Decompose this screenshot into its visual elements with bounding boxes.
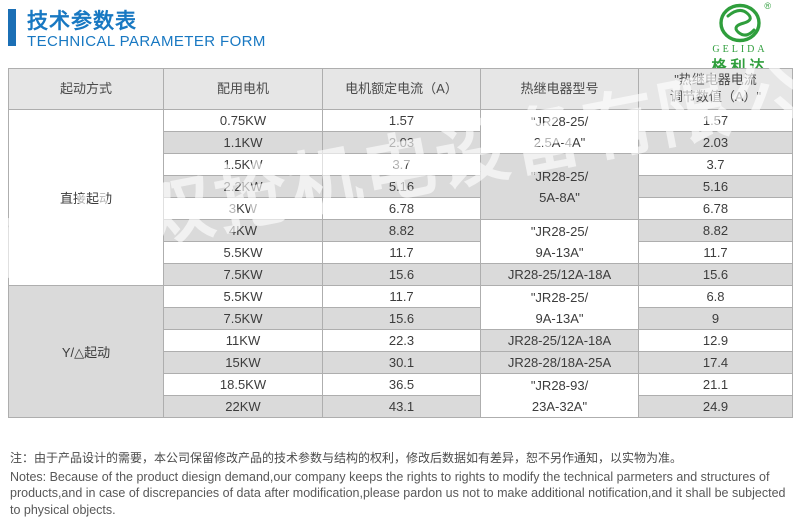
current-cell: 15.6 (322, 307, 481, 330)
table-row: 直接起动 0.75KW 1.57 "JR28-25/ 2.5A-4A" 1.57 (8, 109, 793, 286)
table-row: 22KW 43.1 24.9 (9, 395, 793, 418)
current-cell: 15.6 (322, 263, 481, 286)
table-row: 1.1KW 2.03 2.03 (9, 131, 793, 154)
adjust-value-cell: 12.9 (638, 329, 793, 352)
note-cn: 注：由于产品设计的需要，本公司保留修改产品的技术参数与结构的权利，修改后数据如有… (10, 451, 683, 465)
table-header-row: 起动方式 配用电机 电机额定电流（A） 热继电器型号 "热继电器电流 调节数值（… (8, 68, 793, 110)
motor-cell: 15KW (163, 351, 323, 374)
current-cell: 11.7 (322, 285, 481, 308)
motor-cell: 7.5KW (163, 263, 323, 286)
current-cell: 22.3 (322, 329, 481, 352)
current-cell: 8.82 (322, 219, 481, 242)
current-cell: 30.1 (322, 351, 481, 374)
parameter-table: 起动方式 配用电机 电机额定电流（A） 热继电器型号 "热继电器电流 调节数值（… (8, 68, 793, 418)
motor-cell: 3KW (163, 197, 323, 220)
current-cell: 1.57 (322, 109, 481, 132)
motor-cell: 5.5KW (163, 285, 323, 308)
column-header-start-mode: 起动方式 (8, 68, 164, 110)
brand-logo: ® GELIDA 格利达 (694, 1, 786, 76)
motor-cell: 0.75KW (163, 109, 323, 132)
motor-cell: 22KW (163, 395, 323, 418)
table-row: 2.2KW 5.16 5.16 (9, 175, 793, 198)
adjust-value-cell: 24.9 (638, 395, 793, 418)
table-row: 3KW 6.78 6.78 (9, 197, 793, 220)
current-cell: 6.78 (322, 197, 481, 220)
relay-model-cell: "JR28-25/ 2.5A-4A" (480, 109, 639, 154)
current-cell: 43.1 (322, 395, 481, 418)
column-header-relay-model: 热继电器型号 (480, 68, 639, 110)
column-header-motor: 配用电机 (163, 68, 323, 110)
adjust-value-cell: 2.03 (638, 131, 793, 154)
table-row: Y/△起动 5.5KW 11.7 "JR28-25/ 9A-13A" 6.8 (8, 285, 793, 418)
brand-name-en: GELIDA (712, 44, 768, 55)
motor-cell: 4KW (163, 219, 323, 242)
current-cell: 2.03 (322, 131, 481, 154)
adjust-value-cell: 1.57 (638, 109, 793, 132)
column-header-adjust: "热继电器电流 调节数值（A）" (638, 68, 793, 110)
table-row: 15KW 30.1 JR28-28/18A-25A 17.4 (9, 351, 793, 374)
relay-model-cell: JR28-28/18A-25A (480, 351, 639, 374)
page-title-cn: 技术参数表 (27, 10, 137, 33)
adjust-value-cell: 11.7 (638, 241, 793, 264)
adjust-value-cell: 15.6 (638, 263, 793, 286)
adjust-value-cell: 21.1 (638, 373, 793, 396)
current-cell: 11.7 (322, 241, 481, 264)
footnotes: 注：由于产品设计的需要，本公司保留修改产品的技术参数与结构的权利，修改后数据如有… (10, 449, 792, 518)
adjust-value-cell: 8.82 (638, 219, 793, 242)
table-row: 4KW 8.82 "JR28-25/ 9A-13A" 8.82 (9, 219, 793, 264)
motor-cell: 18.5KW (163, 373, 323, 396)
motor-cell: 7.5KW (163, 307, 323, 330)
current-cell: 3.7 (322, 153, 481, 176)
adjust-value-cell: 5.16 (638, 175, 793, 198)
motor-cell: 1.5KW (163, 153, 323, 176)
adjust-value-cell: 3.7 (638, 153, 793, 176)
motor-cell: 5.5KW (163, 241, 323, 264)
start-mode-cell: 直接起动 (8, 109, 164, 286)
parameter-table-wrap: 起动方式 配用电机 电机额定电流（A） 热继电器型号 "热继电器电流 调节数值（… (0, 37, 800, 418)
start-mode-cell: Y/△起动 (8, 285, 164, 418)
current-cell: 36.5 (322, 373, 481, 396)
page-title-en: TECHNICAL PARAMETER FORM (27, 33, 266, 50)
motor-cell: 2.2KW (163, 175, 323, 198)
motor-cell: 11KW (163, 329, 323, 352)
relay-model-cell: "JR28-25/ 9A-13A" (480, 219, 639, 264)
title-accent-bar (8, 9, 16, 46)
column-header-current: 电机额定电流（A） (322, 68, 481, 110)
table-row: 11KW 22.3 JR28-25/12A-18A 12.9 (9, 329, 793, 352)
relay-model-cell: JR28-25/12A-18A (480, 329, 639, 352)
relay-model-cell: "JR28-93/ 23A-32A" (480, 373, 639, 418)
table-row: 18.5KW 36.5 "JR28-93/ 23A-32A" 21.1 (9, 373, 793, 418)
registered-trademark: ® (764, 1, 771, 11)
relay-model-cell: "JR28-25/ 5A-8A" (480, 153, 639, 220)
adjust-value-cell: 6.78 (638, 197, 793, 220)
adjust-value-cell: 17.4 (638, 351, 793, 374)
relay-model-cell: "JR28-25/ 9A-13A" (480, 285, 639, 330)
motor-cell: 1.1KW (163, 131, 323, 154)
page-header: 技术参数表 TECHNICAL PARAMETER FORM ® GELIDA … (0, 0, 800, 75)
gelida-logo-icon (719, 3, 761, 43)
current-cell: 5.16 (322, 175, 481, 198)
adjust-value-cell: 6.8 (638, 285, 793, 308)
adjust-value-cell: 9 (638, 307, 793, 330)
table-row: 7.5KW 15.6 9 (9, 307, 793, 330)
relay-model-cell: JR28-25/12A-18A (480, 263, 639, 286)
table-row: 5.5KW 11.7 11.7 (9, 241, 793, 264)
note-en: Notes: Because of the product diesign de… (10, 470, 786, 517)
